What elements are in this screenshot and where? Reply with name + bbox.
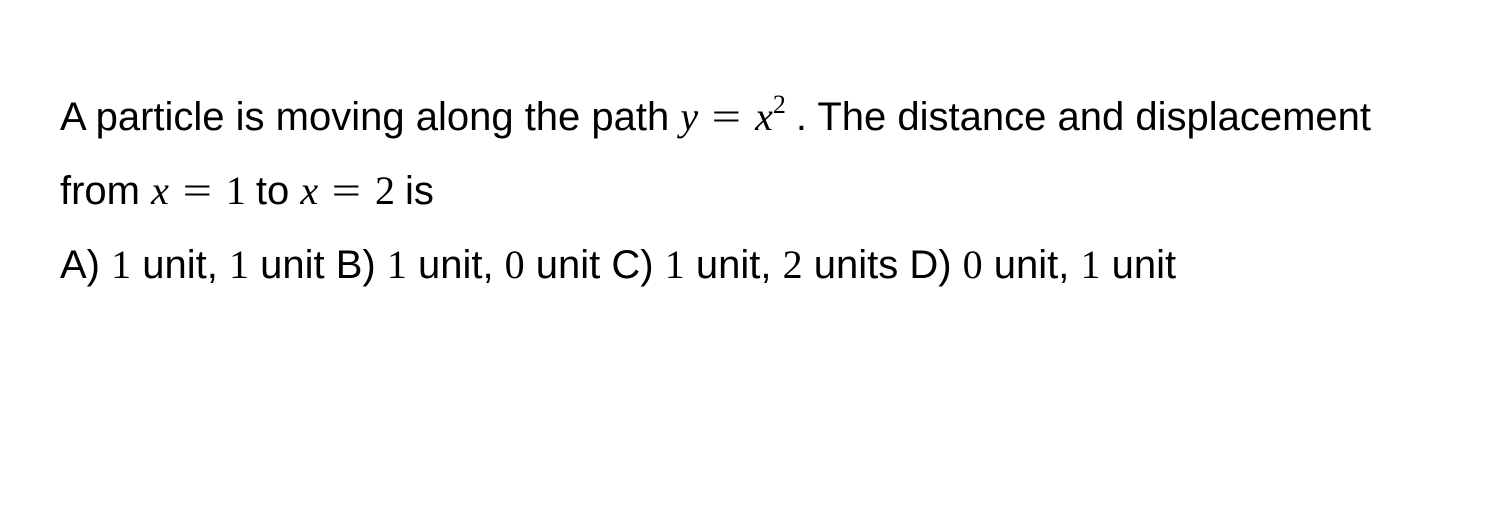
option-c-label: C) bbox=[611, 243, 664, 287]
equals-sign: = bbox=[183, 154, 212, 228]
equals-sign: = bbox=[332, 154, 361, 228]
var-x: x bbox=[151, 168, 169, 213]
option-b-text: unit bbox=[536, 243, 612, 287]
value-1: 1 bbox=[226, 168, 246, 213]
question-text: A particle is moving along the path bbox=[60, 95, 680, 139]
option-c-value-2: 2 bbox=[783, 242, 803, 287]
equation-x-1: x = 1 bbox=[151, 168, 256, 213]
option-b-value-1: 1 bbox=[387, 242, 407, 287]
equation-y-x2: y = x2 bbox=[680, 94, 795, 139]
option-a-value-1: 1 bbox=[111, 242, 131, 287]
option-d-value-1: 0 bbox=[963, 242, 983, 287]
option-b-text: unit, bbox=[418, 243, 505, 287]
value-2: 2 bbox=[375, 168, 395, 213]
option-d-label: D) bbox=[909, 243, 962, 287]
option-d-value-2: 1 bbox=[1080, 242, 1100, 287]
option-b-value-2: 0 bbox=[505, 242, 525, 287]
option-d-text: unit bbox=[1112, 243, 1177, 287]
question-text: is bbox=[405, 169, 434, 213]
var-x: x bbox=[300, 168, 318, 213]
var-x: x bbox=[755, 94, 773, 139]
option-a-label: A) bbox=[60, 243, 111, 287]
equals-sign: = bbox=[712, 80, 741, 154]
option-b-label: B) bbox=[336, 243, 387, 287]
question-text: to bbox=[256, 169, 300, 213]
option-a-text: unit, bbox=[142, 243, 229, 287]
option-a-text: unit bbox=[260, 243, 336, 287]
equation-x-2: x = 2 bbox=[300, 168, 405, 213]
option-c-text: units bbox=[814, 243, 910, 287]
option-c-value-1: 1 bbox=[665, 242, 685, 287]
var-y: y bbox=[680, 94, 698, 139]
exponent-2: 2 bbox=[773, 90, 786, 119]
problem-block: A particle is moving along the path y = … bbox=[0, 0, 1500, 302]
option-a-value-2: 1 bbox=[229, 242, 249, 287]
option-d-text: unit, bbox=[994, 243, 1081, 287]
option-c-text: unit, bbox=[696, 243, 783, 287]
